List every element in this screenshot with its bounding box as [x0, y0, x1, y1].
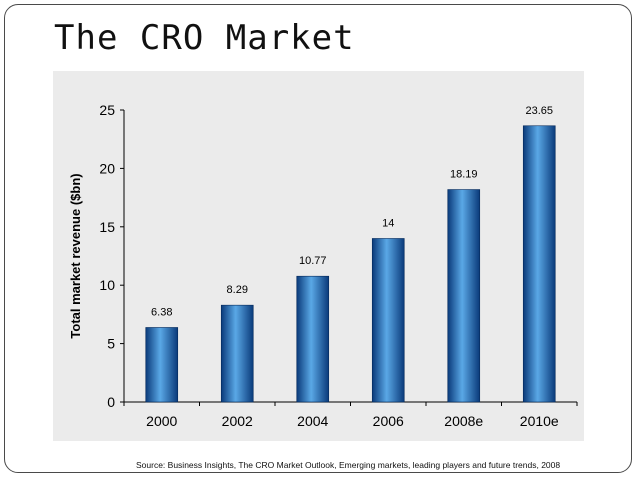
y-tick-label: 15 [99, 219, 115, 235]
x-tick-label: 2006 [373, 413, 404, 429]
y-tick-label: 25 [99, 102, 115, 118]
bar-2004 [296, 275, 330, 403]
bar-2002 [220, 304, 254, 403]
y-axis-title: Total market revenue ($bn) [68, 173, 83, 338]
x-tick-label: 2008e [444, 413, 483, 429]
x-tick-label: 2010e [520, 413, 559, 429]
x-tick-label: 2000 [146, 413, 177, 429]
source-note: Source: Business Insights, The CRO Marke… [136, 460, 561, 470]
bar-value-label: 23.65 [525, 105, 553, 117]
bar-value-label: 8.29 [227, 284, 248, 296]
bar-2010e [522, 125, 556, 403]
bar-value-label: 14 [382, 217, 394, 229]
bar-chart: 0 5 10 15 20 25 Total market revenue ($bn) 6.38… [68, 102, 578, 429]
y-tick-label: 10 [99, 277, 115, 293]
x-tick-label: 2004 [297, 413, 328, 429]
bar-2006 [371, 238, 405, 403]
x-tick-label: 2002 [222, 413, 253, 429]
bar-value-label: 6.38 [151, 306, 172, 318]
slide-title: The CRO Market [54, 18, 355, 58]
bar-2000 [145, 327, 179, 403]
y-tick-label: 0 [107, 394, 115, 410]
chart-panel: 0 5 10 15 20 25 Total market revenue ($bn) 6.38… [53, 71, 584, 441]
bar-value-label: 10.77 [299, 255, 327, 267]
bar-2008e [447, 189, 481, 403]
bar-value-label: 18.19 [450, 169, 478, 181]
y-tick-label: 20 [99, 160, 115, 176]
y-tick-label: 5 [107, 336, 115, 352]
